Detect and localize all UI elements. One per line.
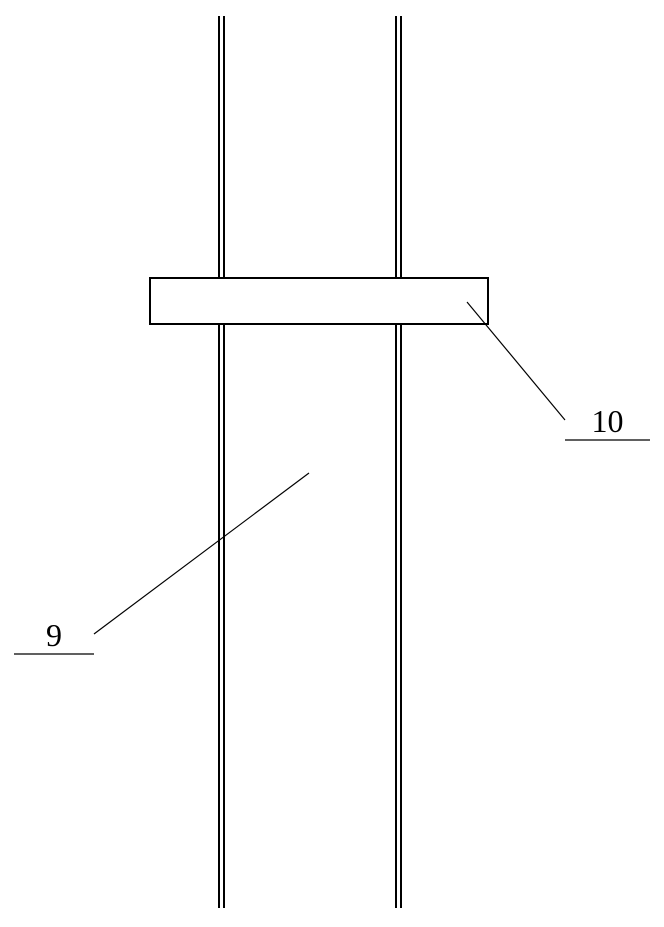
- label-10-text: 10: [592, 403, 624, 439]
- label-9-text: 9: [46, 617, 62, 653]
- label-10-leader: [467, 302, 565, 420]
- label-9-leader: [94, 473, 309, 634]
- crossbar-rect: [150, 278, 488, 324]
- technical-diagram: 9 10: [0, 0, 664, 927]
